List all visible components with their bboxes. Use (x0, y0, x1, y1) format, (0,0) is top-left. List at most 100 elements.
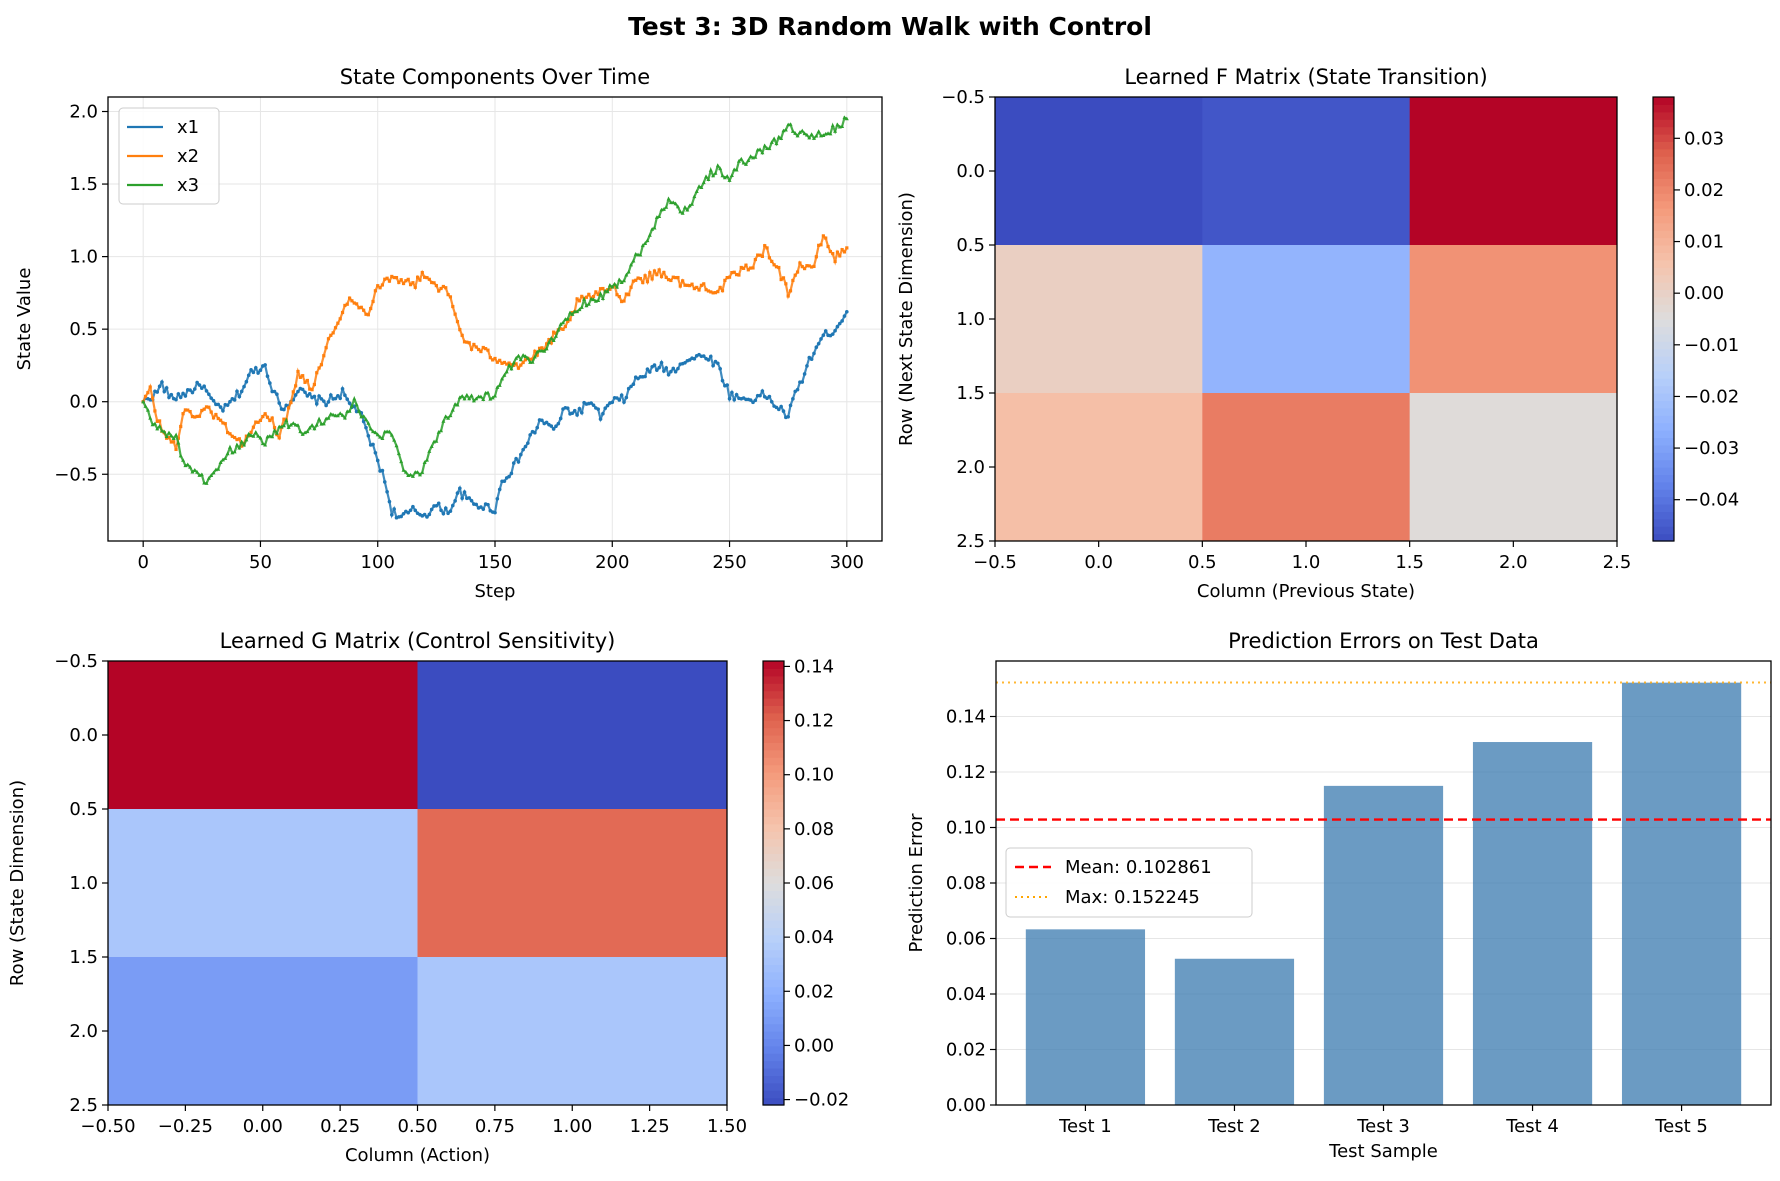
point-x3 (267, 433, 272, 438)
point-x3 (614, 284, 619, 289)
g-matrix-colorbar-segment (763, 1053, 784, 1062)
point-x1 (324, 403, 328, 408)
point-x2 (711, 291, 715, 295)
point-x1 (401, 511, 406, 516)
point-x1 (706, 358, 711, 362)
f-matrix-colorbar-segment (1653, 348, 1674, 357)
point-x2 (699, 283, 703, 287)
point-x2 (228, 432, 232, 436)
point-x2 (516, 366, 521, 370)
point-x3 (335, 413, 340, 418)
point-x2 (408, 283, 413, 287)
point-x2 (312, 382, 316, 387)
point-x2 (659, 275, 664, 279)
point-x2 (561, 327, 565, 331)
g-matrix-colorbar-segment (763, 912, 784, 921)
point-x2 (826, 244, 830, 249)
point-x2 (566, 319, 570, 324)
point-x1 (408, 508, 413, 513)
point-x3 (708, 167, 713, 172)
point-x1 (821, 333, 826, 338)
point-x2 (322, 354, 326, 358)
errors-y-tick-label: 0.10 (946, 818, 986, 839)
point-x3 (678, 209, 683, 214)
point-x1 (479, 505, 483, 509)
point-x3 (178, 453, 183, 458)
point-x1 (209, 396, 213, 400)
point-x2 (411, 281, 415, 285)
point-x3 (174, 432, 179, 437)
f-matrix-colorbar-segment (1653, 296, 1674, 305)
point-x2 (455, 320, 460, 324)
point-x1 (303, 390, 307, 395)
point-x2 (343, 303, 347, 308)
point-x2 (814, 255, 818, 259)
point-x3 (598, 291, 603, 296)
point-x3 (687, 203, 692, 208)
point-x2 (676, 275, 680, 280)
point-x3 (697, 184, 702, 188)
point-x1 (626, 386, 631, 391)
point-x3 (403, 469, 408, 474)
g-matrix-colorbar-segment (763, 661, 784, 669)
point-x1 (835, 324, 840, 329)
point-x2 (530, 357, 535, 361)
point-x3 (256, 433, 261, 438)
f-matrix-y-tick-label: 0.5 (956, 235, 985, 256)
point-x3 (736, 159, 741, 163)
point-x1 (277, 401, 282, 405)
point-x3 (317, 417, 322, 421)
point-x1 (767, 394, 772, 399)
f-matrix-cell (1202, 97, 1411, 246)
point-x1 (598, 417, 603, 421)
point-x1 (657, 365, 661, 370)
f-matrix-y-tick-label: 1.5 (956, 383, 985, 404)
g-matrix-colorbar-segment (763, 890, 784, 899)
point-x1 (207, 392, 211, 397)
state-x-axis-label: Step (475, 581, 516, 602)
g-matrix-colorbar-segment (763, 1060, 784, 1069)
point-x3 (218, 460, 223, 464)
point-x3 (410, 474, 415, 478)
point-x3 (237, 445, 242, 450)
point-x2 (713, 291, 718, 295)
point-x3 (155, 426, 160, 431)
point-x1 (662, 369, 666, 373)
point-x1 (624, 395, 629, 400)
f-matrix-colorbar-segment (1653, 496, 1674, 505)
point-x3 (814, 133, 819, 138)
g-matrix-colorbar-segment (763, 698, 784, 706)
point-x2 (636, 276, 640, 280)
point-x2 (509, 363, 514, 367)
point-x2 (434, 283, 438, 288)
point-x3 (352, 396, 357, 401)
point-x1 (753, 398, 758, 403)
point-x2 (167, 435, 171, 440)
g-matrix-x-tick-label: 1.25 (630, 1116, 670, 1137)
point-x3 (619, 280, 624, 284)
g-matrix-colorbar-segment (763, 927, 784, 936)
point-x3 (729, 173, 734, 178)
point-x2 (310, 388, 314, 392)
point-x3 (732, 167, 737, 172)
g-matrix-colorbar-segment (763, 994, 784, 1002)
point-x1 (845, 309, 849, 314)
point-x1 (526, 441, 530, 445)
g-matrix-colorbar-tick-label: 0.08 (794, 819, 834, 840)
point-x2 (601, 286, 605, 291)
point-x3 (246, 431, 251, 436)
f-matrix-colorbar-segment (1653, 511, 1674, 520)
g-matrix-cell (108, 957, 418, 1106)
point-x3 (202, 480, 207, 485)
point-x2 (730, 271, 734, 275)
point-x3 (553, 334, 558, 338)
point-x3 (521, 353, 526, 357)
g-matrix-colorbar-segment (763, 1082, 784, 1091)
f-matrix-x-tick-label: −0.5 (973, 552, 1017, 573)
point-x2 (369, 306, 373, 311)
point-x3 (607, 283, 612, 287)
point-x1 (748, 398, 753, 402)
point-x2 (390, 274, 394, 279)
legend-label-x1: x1 (177, 117, 199, 138)
f-matrix-colorbar-tick-label: 0.01 (1684, 232, 1724, 253)
